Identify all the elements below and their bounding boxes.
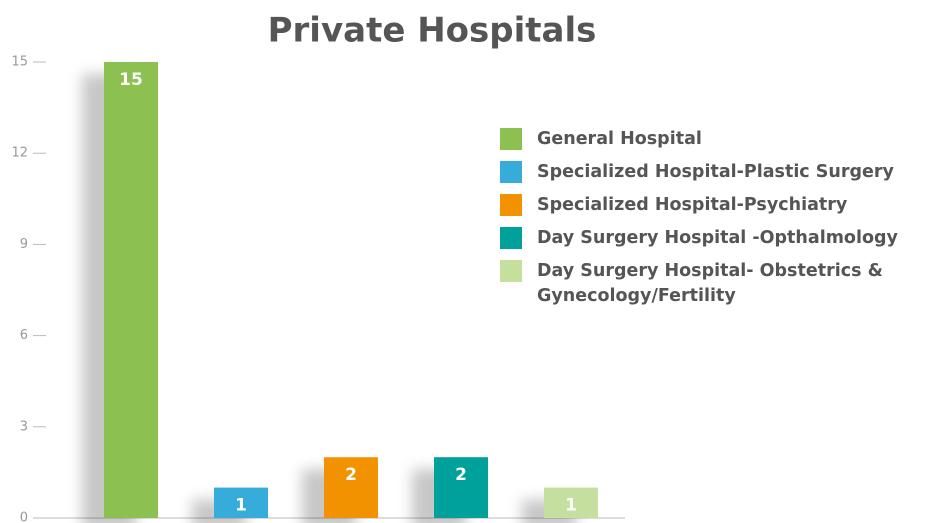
legend-swatch [500,161,522,183]
legend: General Hospital Specialized Hospital-Pla… [500,127,920,317]
bar [104,62,158,518]
legend-label: Specialized Hospital-Plastic Surgery [537,162,894,182]
y-tick-label: 12 [11,146,28,161]
bar [434,457,488,518]
legend-label: Day Surgery Hospital- Obstetrics & Gynec… [537,261,883,306]
y-tick-label: 15 [11,55,28,70]
legend-item: Specialized Hospital-Plastic Surgery [500,160,920,185]
value-label: 1 [565,496,577,516]
y-tick-label: 3 [20,419,28,434]
legend-item: Day Surgery Hospital -Opthalmology [500,226,920,251]
bar [544,487,598,518]
legend-label: Day Surgery Hospital -Opthalmology [537,228,898,248]
chart-title: Private Hospitals [268,11,597,51]
legend-swatch [500,227,522,249]
legend-item: General Hospital [500,127,920,152]
legend-label: General Hospital [537,129,702,149]
bar [214,487,268,518]
legend-swatch [500,128,522,150]
legend-swatch [500,194,522,216]
y-tick-label: 0 [20,511,28,523]
legend-item: Day Surgery Hospital- Obstetrics & Gynec… [500,259,920,309]
value-label: 15 [119,70,143,90]
y-tick-label: 6 [20,328,28,343]
legend-label: Specialized Hospital-Psychiatry [537,195,848,215]
value-label: 2 [455,465,467,485]
bar [324,457,378,518]
legend-swatch [500,260,522,282]
legend-item: Specialized Hospital-Psychiatry [500,193,920,218]
y-tick-label: 9 [20,237,28,252]
value-label: 1 [235,496,247,516]
value-label: 2 [345,465,357,485]
